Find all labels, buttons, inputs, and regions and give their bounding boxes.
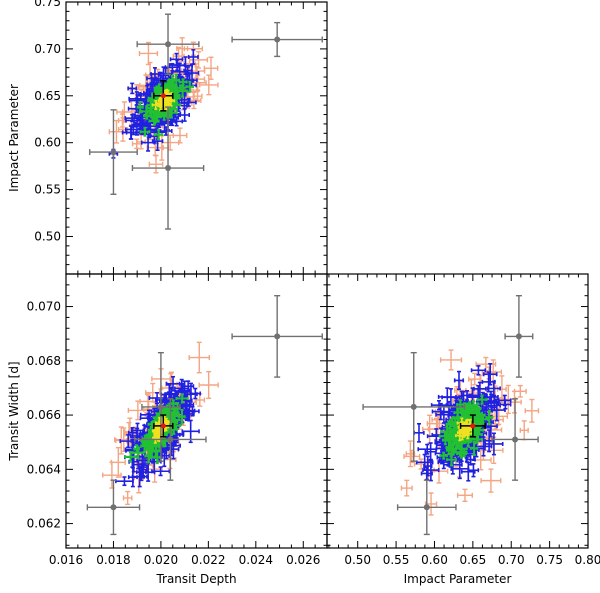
panel-top-left: 0.50 0.55 0.60 0.65 0.70 0.75 Impact Parameter bbox=[7, 0, 327, 274]
y-tick-label: 0.60 bbox=[34, 136, 61, 150]
plot-area-bottom-left bbox=[87, 296, 322, 535]
y-tick-label: 0.65 bbox=[34, 89, 61, 103]
y-tick-label: 0.55 bbox=[34, 183, 61, 197]
best-fit-point bbox=[161, 93, 166, 98]
cloud-point-outer bbox=[189, 342, 209, 372]
cloud-point-mid bbox=[180, 109, 189, 121]
grey-point-2 bbox=[165, 41, 171, 47]
grey-point-1 bbox=[110, 149, 116, 155]
cloud-point-outer bbox=[123, 492, 131, 505]
grey-point-3 bbox=[165, 165, 171, 171]
cloud-point-outer bbox=[139, 43, 157, 65]
grey-point-4 bbox=[274, 37, 280, 43]
panel-frame-top-left bbox=[66, 2, 327, 274]
y-tick-label: 0.75 bbox=[34, 0, 61, 9]
cloud-point-mid bbox=[116, 477, 133, 485]
cloud-point-outer bbox=[128, 401, 147, 420]
plot-area-top-left bbox=[90, 14, 323, 229]
cloud-point-outer bbox=[111, 448, 125, 477]
cloud-point-outer bbox=[200, 75, 218, 94]
y-axis-label: Impact Parameter bbox=[7, 84, 21, 192]
cloud-point-outer bbox=[109, 121, 123, 143]
cloud-point-outer bbox=[133, 139, 141, 148]
y-tick-label: 0.70 bbox=[34, 42, 61, 56]
cloud-point-outer bbox=[173, 128, 186, 143]
cloud-point-outer bbox=[149, 156, 162, 173]
y-tick-label: 0.50 bbox=[34, 229, 61, 243]
